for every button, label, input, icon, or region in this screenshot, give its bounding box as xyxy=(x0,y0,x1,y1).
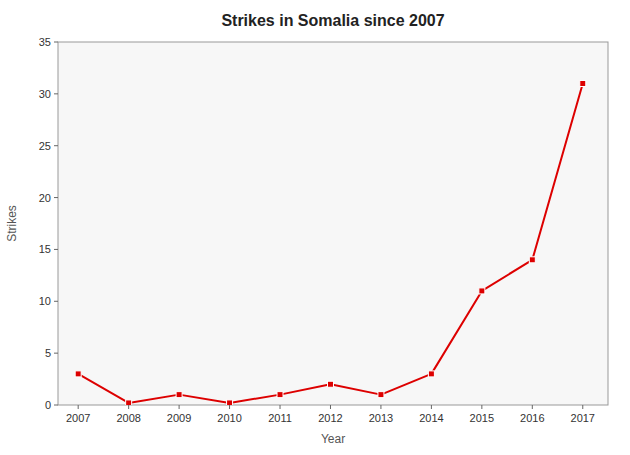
data-point xyxy=(479,288,485,294)
chart-svg: 2007200820092010201120122013201420152016… xyxy=(0,0,630,455)
y-tick xyxy=(54,353,58,354)
data-group xyxy=(75,80,586,405)
x-tick xyxy=(481,405,482,409)
y-tick-label: 0 xyxy=(45,399,51,411)
data-point xyxy=(75,371,81,377)
data-point xyxy=(126,400,132,405)
x-tick xyxy=(330,405,331,409)
x-tick xyxy=(431,405,432,409)
x-tick xyxy=(229,405,230,409)
chart-title: Strikes in Somalia since 2007 xyxy=(221,12,444,29)
x-tick xyxy=(280,405,281,409)
y-tick-label: 5 xyxy=(45,347,51,359)
data-point xyxy=(378,392,384,398)
x-tick xyxy=(179,405,180,409)
x-tick xyxy=(128,405,129,409)
x-tick-label: 2013 xyxy=(369,412,393,424)
data-point xyxy=(176,392,182,398)
x-tick-label: 2015 xyxy=(470,412,494,424)
x-tick xyxy=(78,405,79,409)
plot-frame xyxy=(58,42,608,405)
x-tick-label: 2007 xyxy=(66,412,90,424)
y-axis-label: Strikes xyxy=(5,205,19,242)
x-tick-label: 2009 xyxy=(167,412,191,424)
y-tick xyxy=(54,42,58,43)
x-tick-label: 2012 xyxy=(318,412,342,424)
x-axis-label: Year xyxy=(321,432,345,446)
data-point xyxy=(277,392,283,398)
x-tick-label: 2017 xyxy=(571,412,595,424)
x-tick-label: 2014 xyxy=(419,412,443,424)
y-tick-label: 35 xyxy=(39,36,51,48)
series-line xyxy=(78,83,583,402)
y-tick-label: 20 xyxy=(39,192,51,204)
plot-area xyxy=(58,42,608,405)
y-tick-label: 25 xyxy=(39,140,51,152)
x-tick-label: 2010 xyxy=(217,412,241,424)
y-tick-label: 15 xyxy=(39,243,51,255)
y-tick xyxy=(54,249,58,250)
chart-container: 2007200820092010201120122013201420152016… xyxy=(0,0,630,455)
y-tick xyxy=(54,301,58,302)
y-tick-label: 10 xyxy=(39,295,51,307)
y-tick xyxy=(54,405,58,406)
data-point xyxy=(529,257,535,263)
y-tick xyxy=(54,145,58,146)
x-tick xyxy=(380,405,381,409)
x-tick-label: 2016 xyxy=(520,412,544,424)
x-tick xyxy=(582,405,583,409)
y-tick xyxy=(54,93,58,94)
data-point xyxy=(327,381,333,387)
x-tick-label: 2011 xyxy=(268,412,292,424)
data-point xyxy=(428,371,434,377)
y-tick xyxy=(54,197,58,198)
x-tick-label: 2008 xyxy=(116,412,140,424)
x-tick xyxy=(532,405,533,409)
data-point xyxy=(227,400,233,405)
data-point xyxy=(580,80,586,86)
y-tick-label: 30 xyxy=(39,88,51,100)
